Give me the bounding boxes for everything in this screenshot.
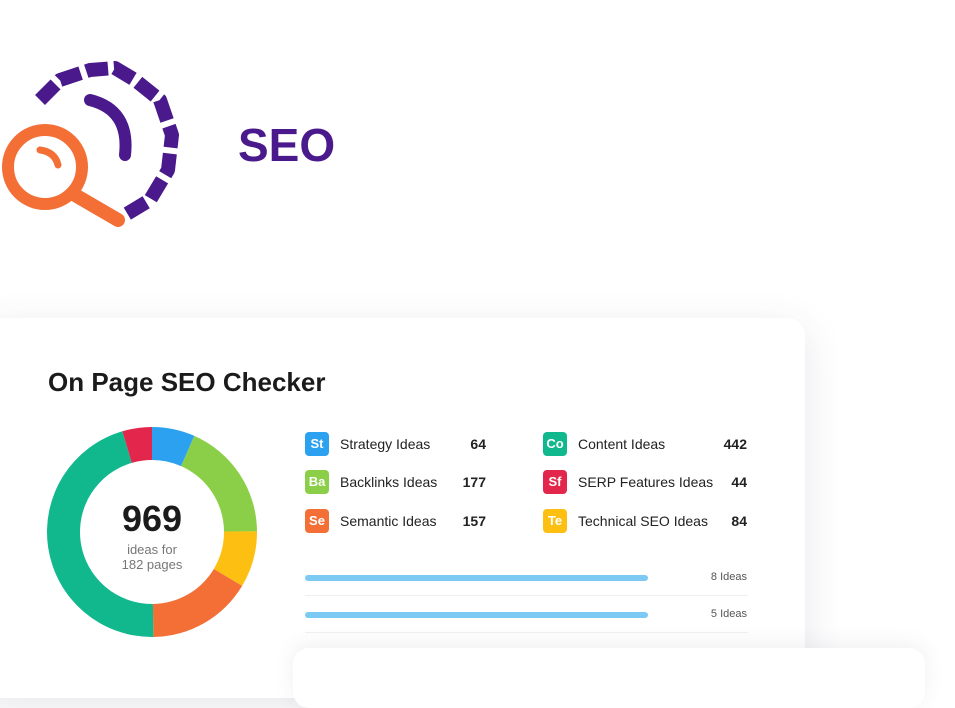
progress-bar [305, 612, 648, 618]
idea-icon: St [305, 432, 329, 456]
card-footer [293, 648, 925, 708]
page: SEO On Page SEO Checker 969 ideas for 18… [2, 61, 748, 637]
idea-label: SERP Features Ideas [578, 474, 714, 490]
caption-line: ideas for [127, 542, 177, 557]
header-title: SEO [238, 119, 336, 171]
idea-icon: Se [305, 509, 329, 533]
donut-chart [46, 427, 257, 637]
idea-label: Technical SEO Ideas [578, 513, 708, 529]
separator [305, 632, 748, 633]
idea-label: Strategy Ideas [340, 436, 431, 452]
idea-icon: Te [543, 509, 567, 533]
idea-label: Semantic Ideas [340, 513, 437, 529]
donut-segment [152, 568, 243, 637]
total: 969 [121, 498, 183, 539]
progress-label: 8 Ideas [710, 571, 747, 583]
caption-line: 182 pages [121, 557, 183, 572]
idea-value: 442 [723, 436, 747, 452]
separator [305, 595, 748, 596]
idea-value: 157 [462, 513, 486, 529]
idea-icon: Co [543, 432, 567, 456]
idea-value: 64 [470, 436, 486, 452]
idea-value: 44 [731, 474, 747, 490]
idea-icon: Ba [305, 470, 329, 494]
progress-bar [305, 575, 648, 581]
donut-segment [152, 427, 195, 467]
progress-label: 5 Ideas [710, 608, 747, 620]
idea-icon: Sf [543, 470, 567, 494]
idea-value: 177 [462, 474, 486, 490]
donut-segment [181, 435, 257, 532]
idea-value: 84 [731, 513, 747, 529]
idea-label: Content Ideas [578, 436, 666, 452]
donut-segment [46, 431, 154, 637]
card-title: On Page SEO Checker [48, 367, 326, 397]
donut-segment [122, 427, 152, 463]
donut-segment [213, 531, 257, 586]
caption: ideas for 182 pages [52, 542, 252, 572]
idea-label: Backlinks Ideas [340, 474, 438, 490]
logo [2, 61, 179, 227]
